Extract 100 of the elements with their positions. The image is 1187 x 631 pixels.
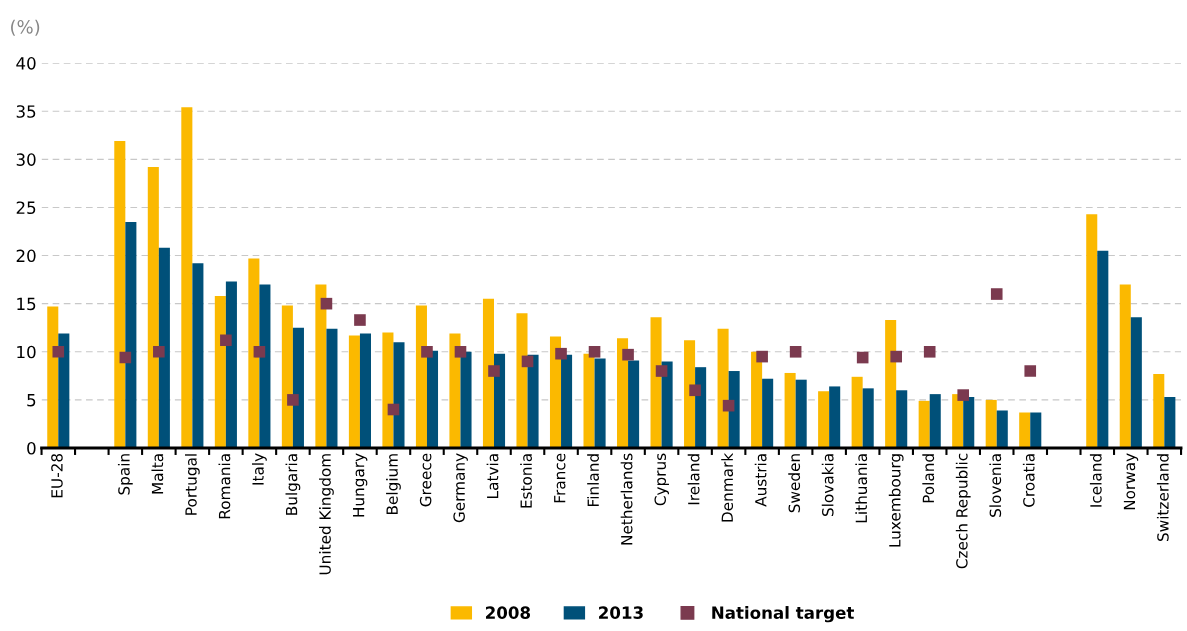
bar [762, 378, 774, 449]
bar [818, 391, 830, 449]
bar [829, 386, 841, 449]
bar [426, 350, 439, 449]
x-tick-label: Czech Republic [955, 453, 971, 569]
bar [963, 397, 975, 449]
point [756, 350, 768, 363]
x-tick-label: Latvia [486, 454, 499, 498]
bar [695, 367, 707, 449]
point [220, 334, 232, 347]
y-tick-label: 15 [17, 297, 36, 311]
bar [516, 313, 528, 449]
point [421, 345, 433, 358]
point [555, 347, 567, 360]
bar [326, 328, 338, 449]
bar [583, 353, 595, 449]
x-tick-label: Cyprus [654, 453, 669, 506]
x-tick-label: Romania [218, 454, 231, 519]
x-tick-label: Switzerland [1156, 454, 1169, 541]
y-tick-label: 0 [27, 441, 36, 455]
y-tick-label: 20 [16, 249, 36, 263]
x-tick-label: Iceland [1089, 454, 1102, 507]
point [588, 345, 601, 358]
bar [1097, 250, 1109, 449]
bar [1164, 397, 1176, 449]
point [689, 384, 701, 397]
x-tick-label: Ireland [687, 454, 700, 505]
bar [751, 351, 763, 449]
point [990, 288, 1003, 300]
bar [661, 361, 673, 449]
point [622, 348, 634, 361]
point [923, 345, 936, 358]
bar [996, 410, 1008, 449]
x-tick-label: France [554, 453, 566, 503]
x-tick-label: Belgium [386, 454, 401, 515]
point [153, 345, 165, 358]
bar [952, 394, 964, 449]
x-tick-label: Sweden [788, 454, 801, 513]
bar [728, 371, 740, 449]
bar [628, 360, 640, 449]
point [387, 403, 400, 416]
bar [527, 354, 539, 449]
x-tick-label: Greece [419, 453, 432, 507]
x-tick-label: Hungary [353, 453, 368, 517]
bar [717, 328, 729, 449]
bar [181, 107, 193, 449]
x-tick-label: Norway [1123, 453, 1139, 510]
point [1024, 365, 1037, 377]
bar [851, 376, 863, 449]
bar [415, 305, 427, 449]
legend-label: National target [712, 606, 854, 623]
y-tick-label: 10 [17, 345, 36, 359]
point [856, 351, 869, 364]
bar [1030, 412, 1042, 449]
x-tick-label: Slovenia [989, 454, 1002, 517]
point [655, 365, 668, 377]
point [119, 351, 132, 364]
x-tick-label: Germany [453, 453, 468, 523]
x-tick-label: Luxembourg [888, 454, 904, 547]
legend-label: 2013 [599, 606, 643, 619]
bar [862, 388, 874, 449]
y-tick-label: 25 [16, 201, 36, 215]
bar [315, 284, 327, 449]
bar [58, 333, 70, 449]
x-tick-label: United Kingdom [319, 454, 334, 575]
bar [47, 306, 59, 449]
point [722, 399, 735, 412]
bar [382, 332, 394, 449]
x-tick-label: Bulgaria [285, 454, 301, 515]
x-tick-label: Denmark [721, 452, 734, 522]
x-tick-label: Slovakia [821, 454, 834, 517]
x-tick-label: Croatia [1022, 454, 1035, 507]
x-tick-label: EU-28 [51, 453, 63, 498]
point [890, 350, 902, 363]
x-tick-label: Poland [922, 454, 935, 503]
bar [594, 358, 606, 449]
point [253, 345, 266, 358]
bar [114, 141, 126, 449]
bar [292, 327, 304, 449]
legend-label: 2008 [485, 606, 531, 619]
bar [1153, 373, 1165, 449]
bar [784, 372, 796, 449]
bar [549, 336, 562, 449]
bar [449, 333, 461, 449]
x-tick-label: Finland [587, 454, 599, 506]
point [52, 345, 65, 358]
bar [985, 399, 997, 449]
bar [561, 354, 573, 449]
bar [259, 284, 271, 449]
x-tick-label: Spain [117, 454, 133, 495]
bar [482, 298, 494, 449]
bar [684, 340, 696, 449]
bar [147, 167, 159, 449]
y-axis-title: (%) [11, 19, 40, 36]
point [354, 314, 366, 326]
bar [348, 335, 360, 449]
x-tick-label: Lithuania [855, 454, 868, 523]
x-tick-label: Malta [151, 454, 164, 494]
bar [214, 295, 226, 449]
bar [460, 351, 472, 449]
